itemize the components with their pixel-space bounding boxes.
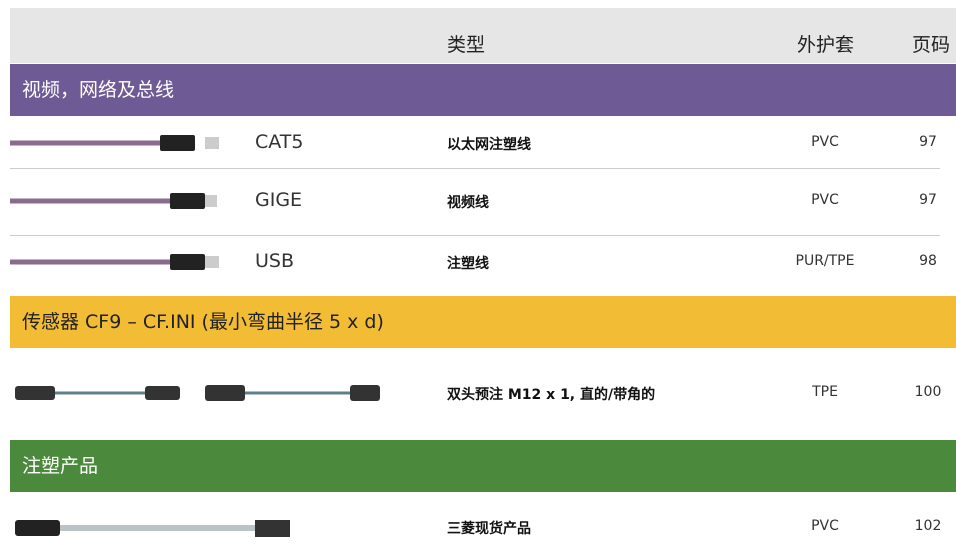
product-type: 视频线 <box>447 195 489 211</box>
row-separator <box>10 168 940 169</box>
page-number: 102 <box>914 518 942 534</box>
product-code: GIGE <box>255 189 303 211</box>
page-number: 100 <box>914 384 942 400</box>
section-title: 视频，网络及总线 <box>10 64 956 116</box>
cable-image <box>10 135 219 151</box>
product-type: 三菱现货产品 <box>447 521 531 537</box>
section-title: 传感器 CF9 – CF.INI (最小弯曲半径 5 x d) <box>10 296 956 348</box>
product-type: 双头预注 M12 x 1, 直的/带角的 <box>447 387 656 403</box>
column-header: 外护套 <box>797 34 855 56</box>
jacket: PVC <box>811 518 839 534</box>
product-code: CAT5 <box>255 131 304 153</box>
page-number: 98 <box>919 253 937 269</box>
product-type: 注塑线 <box>447 256 489 272</box>
column-header: 类型 <box>447 34 486 56</box>
product-type: 以太网注塑线 <box>447 137 531 153</box>
row-separator <box>10 235 940 236</box>
page-number: 97 <box>919 134 937 150</box>
jacket: TPE <box>812 384 838 400</box>
cable-image <box>15 385 380 401</box>
column-header: 页码 <box>912 34 951 56</box>
jacket: PVC <box>811 192 839 208</box>
section-title: 注塑产品 <box>10 440 956 492</box>
cable-image <box>15 520 290 537</box>
product-code: USB <box>255 250 295 272</box>
jacket: PVC <box>811 134 839 150</box>
jacket: PUR/TPE <box>795 253 855 269</box>
page-number: 97 <box>919 192 937 208</box>
header-bar <box>10 8 956 63</box>
cable-image <box>10 193 217 209</box>
cable-image <box>10 254 219 270</box>
